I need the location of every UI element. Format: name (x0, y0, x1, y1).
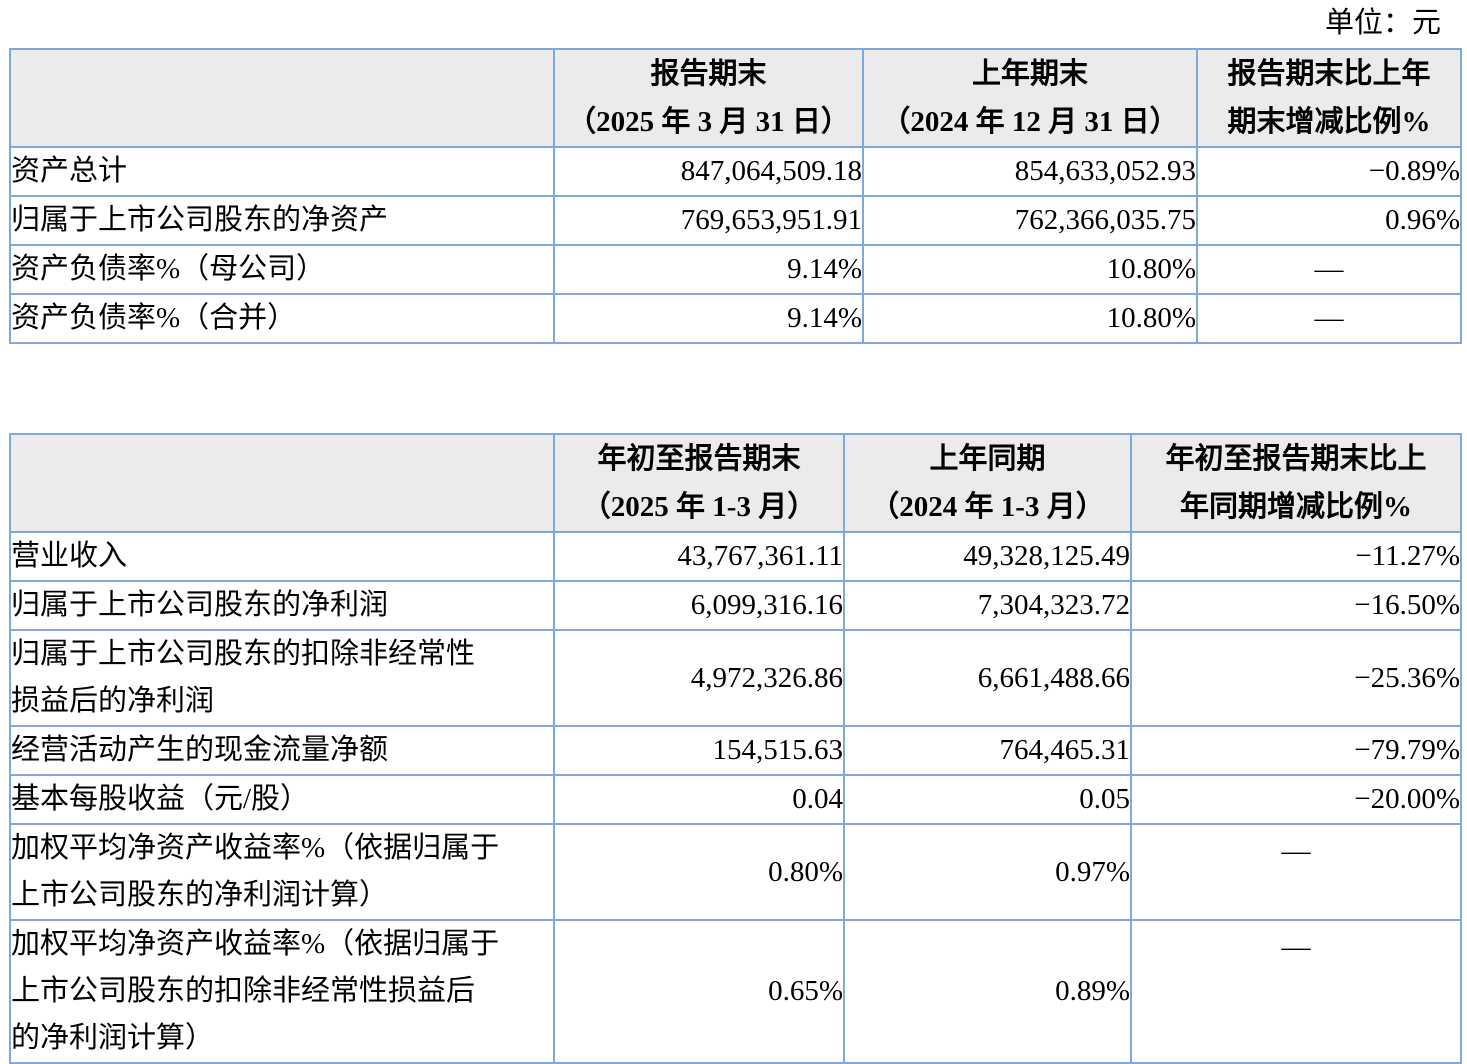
current-period-value: 0.65% (553, 919, 845, 1064)
column-header-report-period-end: 报告期末 （2025 年 3 月 31 日） (553, 48, 864, 148)
current-period-value: 0.80% (553, 823, 845, 921)
balance-sheet-table: 报告期末 （2025 年 3 月 31 日） 上年期末 （2024 年 12 月… (9, 48, 1462, 344)
table-row: 加权平均净资产收益率%（依据归属于 上市公司股东的净利润计算） 0.80% 0.… (9, 823, 1462, 921)
row-label: 资产总计 (9, 146, 555, 197)
change-value: −0.89% (1196, 146, 1462, 197)
change-value: −16.50% (1130, 580, 1462, 631)
header-title: 报告期末 (650, 58, 767, 90)
prior-period-value: 0.89% (843, 919, 1132, 1064)
current-period-value: 154,515.63 (553, 725, 845, 776)
change-value: — (1130, 823, 1462, 921)
corner-cell (9, 48, 555, 148)
current-period-value: 0.04 (553, 774, 845, 825)
current-period-value: 6,099,316.16 (553, 580, 845, 631)
header-title: 年初至报告期末比上 (1165, 443, 1427, 475)
header-date: （2024 年 12 月 31 日） (881, 106, 1179, 138)
change-value: — (1196, 244, 1462, 295)
table-row: 营业收入 43,767,361.11 49,328,125.49 −11.27% (9, 531, 1462, 582)
header-date: （2025 年 1-3 月） (581, 491, 817, 523)
table-row: 基本每股收益（元/股） 0.04 0.05 −20.00% (9, 774, 1462, 825)
current-period-value: 9.14% (553, 244, 864, 295)
row-label: 加权平均净资产收益率%（依据归属于 上市公司股东的净利润计算） (9, 823, 555, 921)
header-date: （2024 年 1-3 月） (870, 491, 1105, 523)
header-title: 年同期增减比例% (1179, 491, 1412, 523)
current-period-value: 43,767,361.11 (553, 531, 845, 582)
table-row: 资产负债率%（母公司） 9.14% 10.80% — (9, 244, 1462, 295)
unit-label: 单位：元 (1324, 7, 1441, 39)
table-row: 资产总计 847,064,509.18 854,633,052.93 −0.89… (9, 146, 1462, 197)
table-row: 归属于上市公司股东的净利润 6,099,316.16 7,304,323.72 … (9, 580, 1462, 631)
row-label: 基本每股收益（元/股） (9, 774, 555, 825)
table-row: 加权平均净资产收益率%（依据归属于 上市公司股东的扣除非经常性损益后 的净利润计… (9, 919, 1462, 1064)
row-label: 经营活动产生的现金流量净额 (9, 725, 555, 776)
column-header-ytd-period: 年初至报告期末 （2025 年 1-3 月） (553, 433, 845, 533)
change-value: −20.00% (1130, 774, 1462, 825)
prior-period-value: 7,304,323.72 (843, 580, 1132, 631)
prior-period-value: 0.97% (843, 823, 1132, 921)
column-header-prior-year-same-period: 上年同期 （2024 年 1-3 月） (843, 433, 1132, 533)
row-label: 归属于上市公司股东的净利润 (9, 580, 555, 631)
prior-period-value: 764,465.31 (843, 725, 1132, 776)
header-date: （2025 年 3 月 31 日） (567, 106, 850, 138)
table-row: 资产负债率%（合并） 9.14% 10.80% — (9, 293, 1462, 344)
corner-cell (9, 433, 555, 533)
change-value: — (1196, 293, 1462, 344)
income-statement-table: 年初至报告期末 （2025 年 1-3 月） 上年同期 （2024 年 1-3 … (9, 433, 1462, 1064)
current-period-value: 847,064,509.18 (553, 146, 864, 197)
row-label: 加权平均净资产收益率%（依据归属于 上市公司股东的扣除非经常性损益后 的净利润计… (9, 919, 555, 1064)
prior-period-value: 6,661,488.66 (843, 629, 1132, 727)
row-label: 资产负债率%（合并） (9, 293, 555, 344)
header-title: 年初至报告期末 (597, 443, 801, 475)
change-value: −25.36% (1130, 629, 1462, 727)
header-title: 上年期末 (971, 58, 1088, 90)
header-title: 上年同期 (929, 443, 1046, 475)
row-label: 营业收入 (9, 531, 555, 582)
header-row: 报告期末 （2025 年 3 月 31 日） 上年期末 （2024 年 12 月… (9, 48, 1462, 148)
change-value: −79.79% (1130, 725, 1462, 776)
current-period-value: 769,653,951.91 (553, 195, 864, 246)
row-label: 归属于上市公司股东的扣除非经常性 损益后的净利润 (9, 629, 555, 727)
row-label: 归属于上市公司股东的净资产 (9, 195, 555, 246)
table-row: 归属于上市公司股东的净资产 769,653,951.91 762,366,035… (9, 195, 1462, 246)
prior-period-value: 49,328,125.49 (843, 531, 1132, 582)
prior-period-value: 854,633,052.93 (862, 146, 1198, 197)
prior-period-value: 0.05 (843, 774, 1132, 825)
header-title: 报告期末比上年 (1227, 58, 1431, 90)
column-header-prior-year-end: 上年期末 （2024 年 12 月 31 日） (862, 48, 1198, 148)
row-label: 资产负债率%（母公司） (9, 244, 555, 295)
change-value: 0.96% (1196, 195, 1462, 246)
table-row: 经营活动产生的现金流量净额 154,515.63 764,465.31 −79.… (9, 725, 1462, 776)
prior-period-value: 10.80% (862, 293, 1198, 344)
current-period-value: 4,972,326.86 (553, 629, 845, 727)
column-header-change-ratio: 年初至报告期末比上 年同期增减比例% (1130, 433, 1462, 533)
column-header-change-ratio: 报告期末比上年 期末增减比例% (1196, 48, 1462, 148)
prior-period-value: 10.80% (862, 244, 1198, 295)
change-value: — (1130, 919, 1462, 1064)
table-row: 归属于上市公司股东的扣除非经常性 损益后的净利润 4,972,326.86 6,… (9, 629, 1462, 727)
header-title: 期末增减比例% (1227, 106, 1431, 138)
prior-period-value: 762,366,035.75 (862, 195, 1198, 246)
header-row: 年初至报告期末 （2025 年 1-3 月） 上年同期 （2024 年 1-3 … (9, 433, 1462, 533)
current-period-value: 9.14% (553, 293, 864, 344)
change-value: −11.27% (1130, 531, 1462, 582)
